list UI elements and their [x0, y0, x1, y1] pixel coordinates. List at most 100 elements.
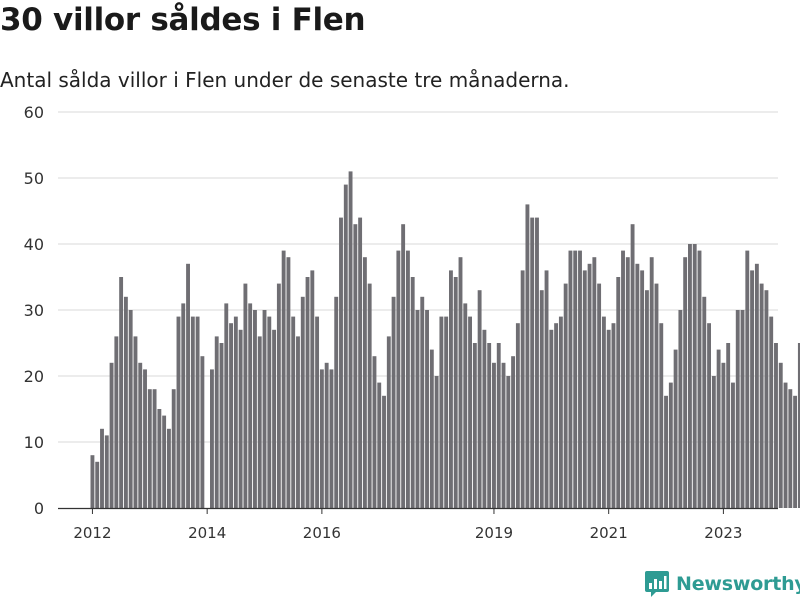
- bar: [726, 343, 731, 508]
- bar: [535, 217, 539, 508]
- bar: [769, 316, 774, 508]
- bar: [296, 336, 300, 508]
- bar: [520, 270, 525, 508]
- bar: [463, 303, 468, 508]
- bar: [487, 343, 492, 508]
- bar: [625, 257, 630, 508]
- bar: [238, 329, 243, 508]
- bar: [291, 316, 296, 508]
- bar: [100, 428, 104, 508]
- bar: [587, 263, 592, 508]
- bar: [654, 283, 659, 508]
- bar: [688, 244, 692, 508]
- bar: [664, 395, 668, 508]
- bar: [310, 270, 315, 508]
- bar: [315, 316, 320, 508]
- bar: [750, 270, 755, 508]
- bar: [678, 310, 683, 508]
- y-tick-label: 40: [24, 235, 44, 254]
- bar: [697, 250, 702, 508]
- bar: [157, 409, 162, 508]
- bar: [343, 184, 348, 508]
- bar: [319, 369, 324, 508]
- bar: [243, 283, 248, 508]
- bar: [377, 382, 382, 508]
- bar: [119, 277, 124, 508]
- bar: [391, 296, 396, 508]
- bar: [511, 356, 516, 508]
- bar: [453, 277, 458, 508]
- bar: [186, 263, 190, 508]
- bar: [286, 257, 291, 508]
- bar: [219, 343, 224, 508]
- bar: [558, 316, 563, 508]
- bar: [759, 283, 764, 508]
- bar: [195, 316, 200, 508]
- bar: [114, 336, 119, 508]
- x-tick-label: 2023: [704, 524, 742, 542]
- bar: [128, 310, 133, 508]
- newsworthy-brand[interactable]: Newsworthy: [644, 570, 800, 598]
- chart-subtitle: Antal sålda villor i Flen under de senas…: [0, 68, 570, 92]
- bar: [253, 310, 257, 508]
- bar: [229, 323, 233, 508]
- bar: [444, 316, 449, 508]
- bar: [578, 250, 582, 508]
- bar: [300, 296, 305, 508]
- bar: [592, 257, 597, 508]
- chart-title: 30 villor såldes i Flen: [0, 2, 366, 38]
- bar: [649, 257, 654, 508]
- bar: [405, 250, 410, 508]
- bar: [396, 250, 401, 508]
- bar: [109, 362, 114, 508]
- x-tick-label: 2021: [590, 524, 628, 542]
- x-tick-label: 2014: [188, 524, 226, 542]
- bar: [673, 349, 678, 508]
- bar: [458, 257, 463, 508]
- bar: [248, 303, 253, 508]
- y-tick-label: 50: [24, 169, 44, 188]
- newsworthy-logo-icon: [644, 570, 670, 598]
- bar: [415, 310, 420, 508]
- bar: [262, 310, 267, 508]
- bar: [305, 277, 310, 508]
- bar: [434, 376, 439, 508]
- bar: [754, 263, 759, 508]
- bar: [362, 257, 367, 508]
- bar: [635, 263, 640, 508]
- bar: [176, 316, 181, 508]
- bar: [233, 316, 238, 508]
- bar: [339, 217, 343, 508]
- bar: [214, 336, 219, 508]
- bar: [90, 455, 95, 508]
- bar: [477, 290, 482, 508]
- bar: [492, 362, 496, 508]
- bar: [420, 296, 425, 508]
- bar: [334, 296, 339, 508]
- bar: [774, 343, 778, 508]
- bar: [468, 316, 472, 508]
- bar: [353, 224, 358, 508]
- bar: [181, 303, 186, 508]
- bar: [783, 382, 788, 508]
- bar: [644, 290, 649, 508]
- bar: [539, 290, 544, 508]
- bar: [358, 217, 363, 508]
- bar: [525, 204, 530, 508]
- bar: [425, 310, 429, 508]
- bar: [382, 395, 386, 508]
- bar: [764, 290, 769, 508]
- bar: [640, 270, 645, 508]
- bar: [281, 250, 286, 508]
- y-tick-label: 20: [24, 367, 44, 386]
- y-tick-label: 30: [24, 301, 44, 320]
- bar: [410, 277, 415, 508]
- bar: [740, 310, 745, 508]
- bar: [143, 369, 147, 508]
- bar: [745, 250, 750, 508]
- bar: [797, 343, 800, 508]
- bar: [272, 329, 277, 508]
- bar: [276, 283, 281, 508]
- bar: [554, 323, 559, 508]
- bar: [735, 310, 740, 508]
